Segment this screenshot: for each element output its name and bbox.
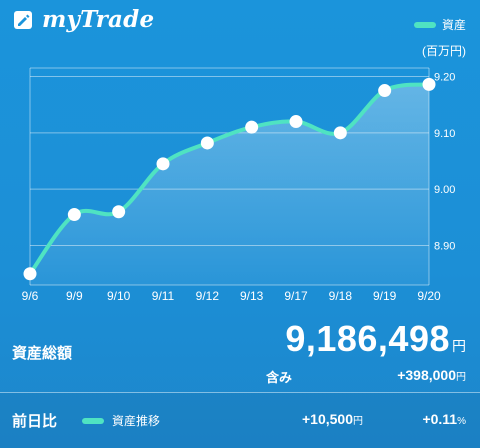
data-point[interactable] — [245, 120, 259, 134]
data-point[interactable] — [422, 77, 436, 91]
legend-label: 資産 — [441, 18, 466, 32]
y-tick-label: 8.90 — [434, 241, 455, 253]
x-tick-label: 9/9 — [66, 289, 83, 303]
asset-line-chart: 9/6 9/9 9/10 9/11 9/12 9/13 9/17 9/18 9/19 9/20 8… — [22, 67, 455, 303]
asset-line — [28, 82, 431, 276]
x-tick-label: 9/20 — [417, 289, 441, 303]
unrealized-gain: +398,000円 — [397, 367, 466, 383]
data-point[interactable] — [378, 84, 392, 98]
x-tick-label: 9/6 — [22, 289, 39, 303]
footer-legend-label: 資産推移 — [112, 414, 161, 428]
unrealized-label: 含み — [266, 370, 293, 385]
x-tick-label: 9/18 — [329, 289, 353, 303]
day-change-percent-value: +0.11 — [422, 411, 458, 427]
y-tick-label: 9.20 — [434, 71, 455, 83]
data-point[interactable] — [23, 267, 37, 281]
x-tick-label: 9/11 — [152, 289, 175, 303]
total-amount: 9,186,498 — [285, 318, 450, 359]
day-change-amount: +10,500円 — [302, 411, 363, 427]
day-change-percent: +0.11% — [422, 411, 466, 427]
data-point[interactable] — [156, 157, 170, 171]
x-tick-label: 9/10 — [107, 289, 131, 303]
footer-bar — [0, 393, 480, 448]
x-tick-label: 9/17 — [284, 289, 308, 303]
legend-line-swatch — [413, 21, 436, 28]
brand-logo: myTrade — [12, 6, 154, 33]
day-change-amount-unit: 円 — [353, 416, 363, 427]
y-tick-label: 9.00 — [434, 184, 455, 196]
day-change-percent-unit: % — [457, 416, 466, 427]
unrealized-gain-amount: +398,000 — [397, 367, 456, 383]
x-tick-label: 9/19 — [373, 289, 397, 303]
brand-name: myTrade — [42, 6, 155, 33]
x-tick-label: 9/12 — [196, 289, 220, 303]
footer-legend: 資産推移 — [82, 412, 160, 429]
data-point[interactable] — [289, 115, 303, 129]
unrealized-gain-unit: 円 — [456, 372, 466, 383]
data-point[interactable] — [112, 205, 126, 219]
total-unit: 円 — [452, 338, 466, 354]
pencil-logo-icon — [14, 10, 32, 29]
total-assets-label: 資産総額 — [12, 345, 73, 362]
unit-label: (百万円) — [422, 44, 466, 58]
day-change-amount-value: +10,500 — [302, 411, 353, 427]
data-point[interactable] — [333, 126, 347, 140]
data-point[interactable] — [67, 208, 81, 222]
divider — [0, 392, 480, 393]
total-assets-value: 9,186,498 円 — [285, 318, 466, 360]
asset-area-fill — [30, 84, 429, 285]
data-point[interactable] — [200, 136, 214, 150]
chart-legend: 資産 — [413, 16, 466, 33]
y-tick-label: 9.10 — [434, 128, 455, 140]
footer-legend-swatch — [82, 417, 104, 424]
day-change-label: 前日比 — [12, 413, 58, 430]
x-tick-label: 9/13 — [240, 289, 264, 303]
